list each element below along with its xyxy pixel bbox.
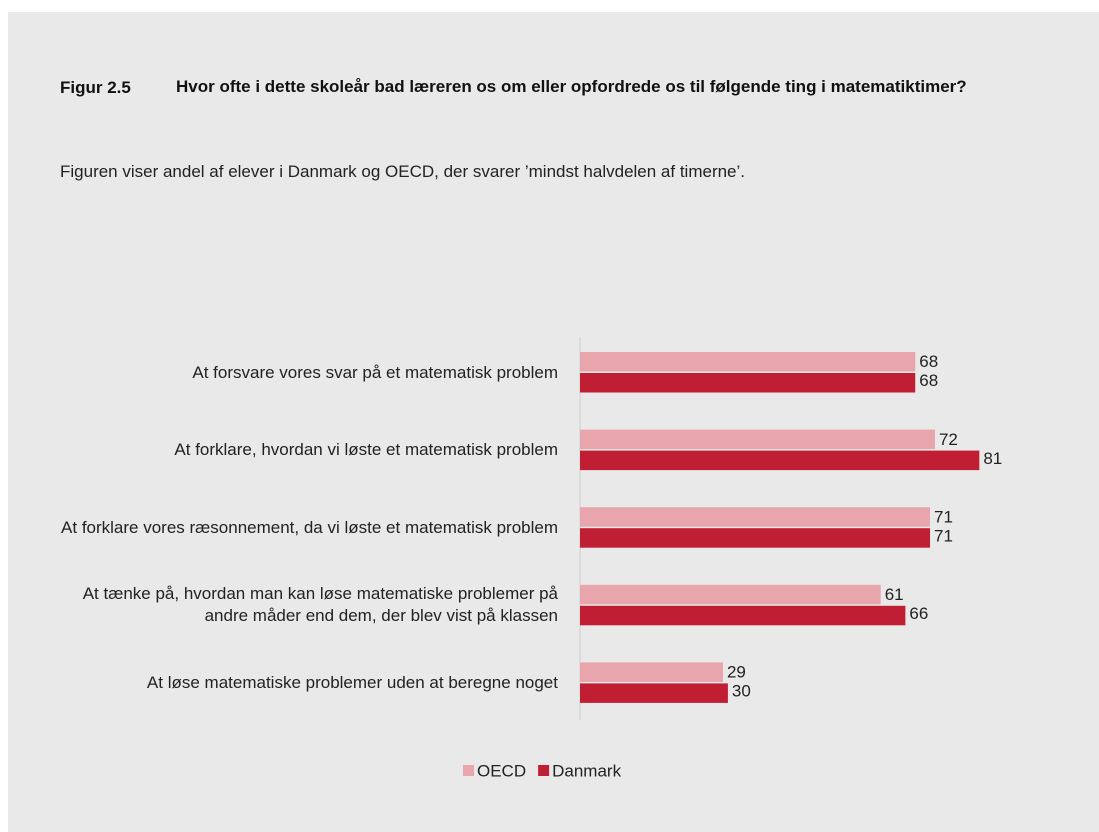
value-label: 72 xyxy=(939,430,958,449)
category-label: At forsvare vores svar på et matematisk … xyxy=(192,362,558,382)
value-label: 30 xyxy=(732,682,751,701)
chart-title: Hvor ofte i dette skoleår bad læreren os… xyxy=(176,77,967,96)
bar xyxy=(580,507,931,527)
bar xyxy=(580,373,916,393)
bar xyxy=(580,605,906,626)
chart-subtitle: Figuren viser andel af elever i Danmark … xyxy=(60,162,746,181)
value-label: 68 xyxy=(919,371,938,390)
category-label: At forklare, hvordan vi løste et matemat… xyxy=(174,440,558,460)
legend-label: Danmark xyxy=(552,761,621,780)
legend-swatch xyxy=(463,765,474,776)
value-label: 81 xyxy=(983,449,1002,468)
bar xyxy=(580,683,728,703)
value-label: 68 xyxy=(919,352,938,371)
value-label: 71 xyxy=(934,526,953,545)
bar xyxy=(580,352,916,372)
value-label: 61 xyxy=(885,585,904,604)
legend-label: OECD xyxy=(477,761,526,780)
bar xyxy=(580,662,723,682)
category-label: At tænke på, hvordan man kan løse matema… xyxy=(82,584,558,626)
value-label: 29 xyxy=(727,663,746,682)
legend-swatch xyxy=(538,765,550,776)
panel xyxy=(8,12,1099,832)
figure-label: Figur 2.5 xyxy=(60,78,131,97)
bar xyxy=(580,528,931,548)
category-label: At løse matematiske problemer uden at be… xyxy=(146,672,558,692)
category-label: At forklare vores ræsonnement, da vi løs… xyxy=(61,517,558,537)
bar xyxy=(580,584,881,605)
value-label: 66 xyxy=(909,604,928,623)
bar xyxy=(580,429,935,450)
bar xyxy=(580,450,980,471)
value-label: 71 xyxy=(934,507,953,526)
